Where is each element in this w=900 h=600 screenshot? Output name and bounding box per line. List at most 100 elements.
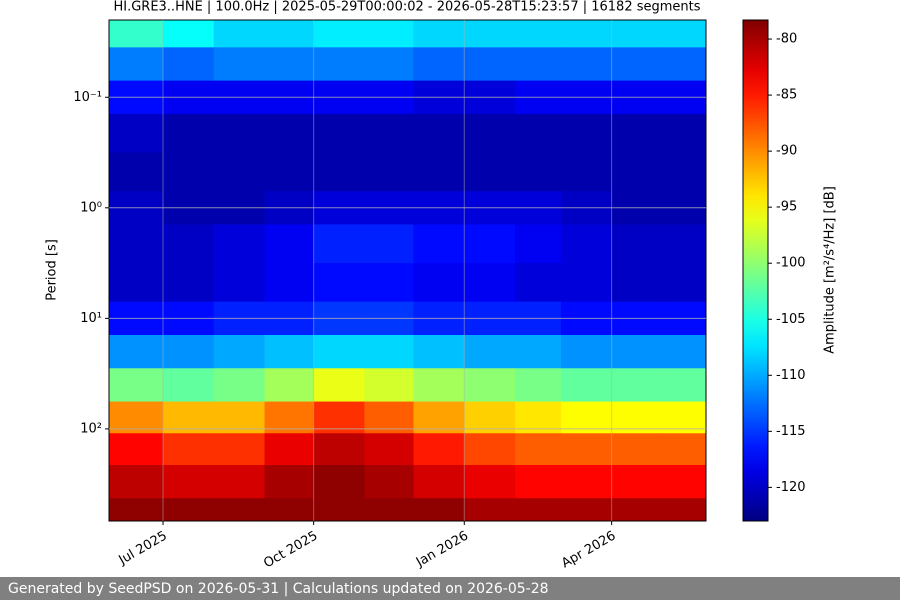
heatmap-cell bbox=[163, 224, 215, 264]
heatmap-cell bbox=[163, 334, 215, 369]
heatmap-cell bbox=[264, 334, 315, 369]
heatmap-cell bbox=[611, 334, 662, 369]
y-tick-label: 10¹ bbox=[80, 311, 102, 326]
heatmap-cell bbox=[611, 368, 662, 403]
heatmap-cell bbox=[109, 368, 164, 403]
colorbar-tick-label: -120 bbox=[776, 480, 806, 495]
heatmap-cell bbox=[364, 334, 415, 369]
heatmap-cell bbox=[611, 263, 662, 303]
footer-text: Generated by SeedPSD on 2026-05-31 | Cal… bbox=[8, 581, 549, 597]
heatmap-cell bbox=[313, 263, 365, 303]
heatmap-cell bbox=[364, 152, 415, 192]
heatmap-cell bbox=[213, 20, 266, 48]
colorbar-label: Amplitude [m²/s⁴/Hz] [dB] bbox=[823, 186, 838, 354]
heatmap-cell bbox=[660, 465, 707, 499]
heatmap-cell bbox=[515, 47, 562, 82]
heatmap-cell bbox=[213, 113, 266, 154]
heatmap-cell bbox=[109, 498, 164, 522]
heatmap-cell bbox=[264, 498, 315, 522]
heatmap-cell bbox=[109, 20, 164, 48]
heatmap-cell bbox=[364, 433, 415, 466]
heatmap-cell bbox=[163, 368, 215, 403]
colorbar-tick-label: -110 bbox=[776, 368, 806, 383]
heatmap-cell bbox=[109, 334, 164, 369]
heatmap-cell bbox=[660, 263, 707, 303]
heatmap-cell bbox=[413, 113, 465, 154]
heatmap-cell bbox=[464, 224, 516, 264]
heatmap-cell bbox=[611, 498, 662, 522]
heatmap-cell bbox=[264, 433, 315, 466]
colorbar-tick-label: -85 bbox=[776, 88, 797, 103]
colorbar-tick-label: -105 bbox=[776, 312, 806, 327]
heatmap-cell bbox=[413, 47, 465, 82]
heatmap-cell bbox=[560, 465, 613, 499]
heatmap-cell bbox=[560, 433, 613, 466]
heatmap-cell bbox=[464, 498, 516, 522]
heatmap-cell bbox=[163, 152, 215, 192]
heatmap-cell bbox=[611, 465, 662, 499]
heatmap-cell bbox=[611, 113, 662, 154]
heatmap-cell bbox=[515, 368, 562, 403]
heatmap-cell bbox=[560, 368, 613, 403]
heatmap-cell bbox=[213, 368, 266, 403]
heatmap-cell bbox=[264, 20, 315, 48]
heatmap-cell bbox=[264, 263, 315, 303]
heatmap-cell bbox=[264, 113, 315, 154]
heatmap-cell bbox=[413, 465, 465, 499]
heatmap-cell bbox=[163, 113, 215, 154]
heatmap-cell bbox=[413, 498, 465, 522]
heatmap-cell bbox=[560, 113, 613, 154]
heatmap-cell bbox=[109, 47, 164, 82]
heatmap-cell bbox=[364, 20, 415, 48]
heatmap-cell bbox=[163, 20, 215, 48]
heatmap-cell bbox=[364, 368, 415, 403]
heatmap-cell bbox=[464, 47, 516, 82]
heatmap-cell bbox=[213, 47, 266, 82]
heatmap-cell bbox=[213, 498, 266, 522]
heatmap-cell bbox=[515, 113, 562, 154]
heatmap-cell bbox=[413, 224, 465, 264]
heatmap-cell bbox=[109, 465, 164, 499]
heatmap-cell bbox=[313, 368, 365, 403]
heatmap-cell bbox=[109, 263, 164, 303]
heatmap-cell bbox=[660, 152, 707, 192]
heatmap-cell bbox=[464, 433, 516, 466]
heatmap-cell bbox=[364, 465, 415, 499]
heatmap-cell bbox=[313, 334, 365, 369]
heatmap-cell bbox=[560, 498, 613, 522]
heatmap-cell bbox=[660, 47, 707, 82]
heatmap-cell bbox=[313, 47, 365, 82]
heatmap-cell bbox=[313, 20, 365, 48]
heatmap-cell bbox=[660, 334, 707, 369]
heatmap-cell bbox=[515, 433, 562, 466]
heatmap-cell bbox=[413, 433, 465, 466]
heatmap-cell bbox=[560, 334, 613, 369]
footer-bar bbox=[0, 577, 900, 600]
colorbar-tick-label: -80 bbox=[776, 32, 797, 47]
heatmap-cell bbox=[213, 433, 266, 466]
heatmap-cell bbox=[264, 368, 315, 403]
heatmap-cell bbox=[413, 334, 465, 369]
heatmap-cell bbox=[464, 334, 516, 369]
plot-frame bbox=[108, 19, 707, 522]
heatmap-cell bbox=[464, 368, 516, 403]
heatmap-cell bbox=[413, 20, 465, 48]
colorbar-tick-label: -100 bbox=[776, 256, 806, 271]
heatmap-cell bbox=[109, 113, 164, 154]
heatmap-cell bbox=[163, 47, 215, 82]
colorbar bbox=[742, 19, 769, 522]
heatmap-cell bbox=[464, 20, 516, 48]
heatmap-cell bbox=[515, 20, 562, 48]
chart-title: HI.GRE3..HNE | 100.0Hz | 2025-05-29T00:0… bbox=[113, 0, 700, 15]
heatmap-cell bbox=[413, 263, 465, 303]
heatmap-cell bbox=[264, 224, 315, 264]
heatmap-cell bbox=[163, 433, 215, 466]
y-axis-label: Period [s] bbox=[45, 239, 60, 301]
heatmap-cell bbox=[515, 465, 562, 499]
heatmap-cell bbox=[515, 263, 562, 303]
heatmap-cell bbox=[163, 498, 215, 522]
heatmap-cell bbox=[515, 224, 562, 264]
heatmap-cell bbox=[560, 152, 613, 192]
